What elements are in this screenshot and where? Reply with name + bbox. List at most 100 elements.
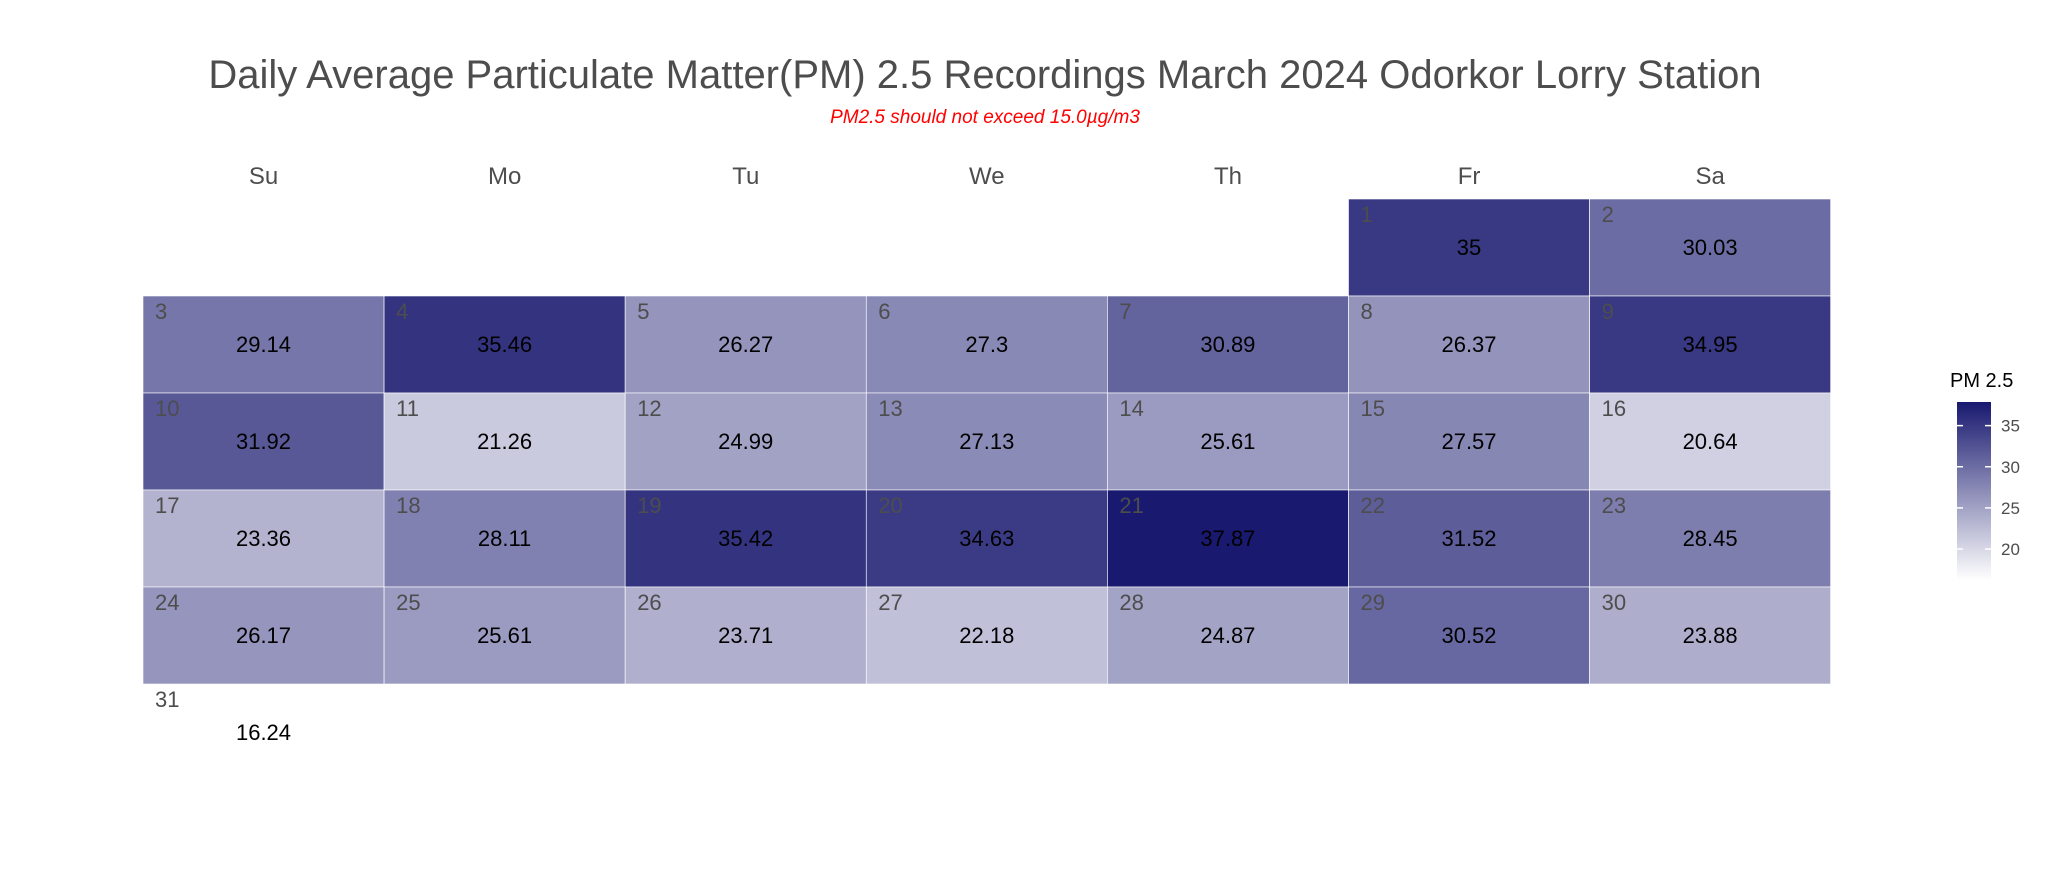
weekday-label-tu: Tu [732,163,759,190]
day-cell: 526.27 [624,295,867,394]
day-cell: 23 28.45 [1589,489,1831,588]
pm25-value-label: 16.24 [236,720,291,745]
day-cell-fill [142,489,385,588]
chart-subtitle: PM2.5 should not exceed 15.0µg/m3 [830,107,1140,128]
day-number: 8 [1361,299,1373,324]
day-cell: 22 31.52 [1348,489,1590,588]
day-cell: 30 23.88 [1589,586,1831,685]
day-number: 20 [878,493,902,518]
pm25-value-label: 35.42 [718,526,773,551]
day-number: 19 [637,493,661,518]
day-cell-fill [1589,586,1831,685]
pm25-value-label: 28.11 [478,526,531,551]
day-cell-fill [865,489,1108,588]
day-number: 27 [878,590,902,615]
day-cell-fill [624,295,867,394]
day-number: 23 [1602,493,1626,518]
day-cell: 26 23.71 [624,586,867,685]
day-number: 11 [396,396,419,421]
day-cell: 230.03 [1589,198,1831,297]
day-cell-fill [624,489,867,588]
pm25-value-label: 25.61 [1200,429,1255,454]
day-number: 3 [155,299,167,324]
day-cell: 10 31.92 [142,392,385,491]
day-cell: 24 26.17 [142,586,385,685]
day-number: 9 [1602,299,1614,324]
pm25-value-label: 20.64 [1683,429,1738,454]
day-cell-fill [1107,586,1349,685]
day-cell: 1 35 [1348,198,1590,297]
weekday-label-fr: Fr [1458,163,1481,190]
pm25-value-label: 27.57 [1441,429,1496,454]
day-number: 5 [637,299,649,324]
pm25-value-label: 31.92 [236,429,291,454]
pm25-value-label: 21.26 [477,429,532,454]
day-cell: 435.46 [383,295,626,394]
legend-title: PM 2.5 [1950,370,2013,392]
weekday-headers: Su Mo Tu We Th Fr Sa [249,163,1726,190]
pm25-value-label: 30.52 [1441,623,1496,648]
pm25-value-label: 23.88 [1683,623,1738,648]
day-cell: 627.3 [865,295,1108,394]
calendar-cells: 135230.03329.14435.46526.27627.3730.8982… [142,198,1831,745]
pm25-value-label: 26.27 [718,332,773,357]
pm25-value-label: 23.71 [718,623,773,648]
day-number: 7 [1119,299,1131,324]
pm25-value-label: 29.14 [236,332,291,357]
day-number: 10 [155,396,179,421]
day-number: 12 [637,396,661,421]
chart-title: Daily Average Particulate Matter(PM) 2.5… [208,53,1761,97]
day-cell: 11 21.26 [383,392,626,491]
day-cell-fill [1589,392,1831,491]
pm25-value-label: 25.61 [477,623,532,648]
day-cell: 31 16.24 [155,687,291,745]
day-cell: 19 35.42 [624,489,867,588]
day-number: 24 [155,590,179,615]
color-legend: PM 2.5 20 25 30 35 [1950,370,2020,580]
pm25-value-label: 24.99 [718,429,773,454]
day-number: 1 [1361,202,1373,227]
day-cell-fill [865,295,1108,394]
pm25-value-label: 30.03 [1683,235,1738,260]
legend-tick-label: 20 [2001,540,2020,559]
day-cell: 12 24.99 [624,392,867,491]
weekday-label-sa: Sa [1695,163,1725,190]
pm25-value-label: 34.63 [959,526,1014,551]
day-number: 15 [1361,396,1385,421]
day-number: 30 [1602,590,1626,615]
day-cell: 29 30.52 [1348,586,1590,685]
day-number: 31 [155,687,179,712]
day-number: 22 [1361,493,1385,518]
legend-tick-label: 35 [2001,417,2020,436]
pm25-value-label: 37.87 [1200,526,1255,551]
day-cell: 15 27.57 [1348,392,1590,491]
pm25-value-label: 23.36 [236,526,291,551]
day-cell: 826.37 [1348,295,1590,394]
day-number: 17 [155,493,179,518]
pm25-value-label: 34.95 [1683,332,1738,357]
day-number: 25 [396,590,420,615]
legend-tick-label: 25 [2001,499,2020,518]
weekday-label-we: We [969,163,1005,190]
day-cell-fill [383,586,626,685]
day-cell-fill [1107,489,1349,588]
day-cell-fill [1348,489,1590,588]
day-number: 14 [1119,396,1143,421]
day-number: 6 [878,299,890,324]
day-cell-fill [1348,586,1590,685]
day-cell-fill [142,295,385,394]
day-cell-fill [865,392,1108,491]
pm25-value-label: 35.46 [477,332,532,357]
day-cell-fill [624,586,867,685]
day-cell: 329.14 [142,295,385,394]
day-cell-fill [624,392,867,491]
day-cell: 27 22.18 [865,586,1108,685]
pm25-value-label: 28.45 [1683,526,1738,551]
pm25-value-label: 31.52 [1441,526,1496,551]
day-cell: 20 34.63 [865,489,1108,588]
pm25-value-label: 26.17 [236,623,291,648]
day-number: 2 [1602,202,1614,227]
day-cell-fill [1348,295,1590,394]
pm25-value-label: 35 [1457,235,1481,260]
day-number: 29 [1361,590,1385,615]
